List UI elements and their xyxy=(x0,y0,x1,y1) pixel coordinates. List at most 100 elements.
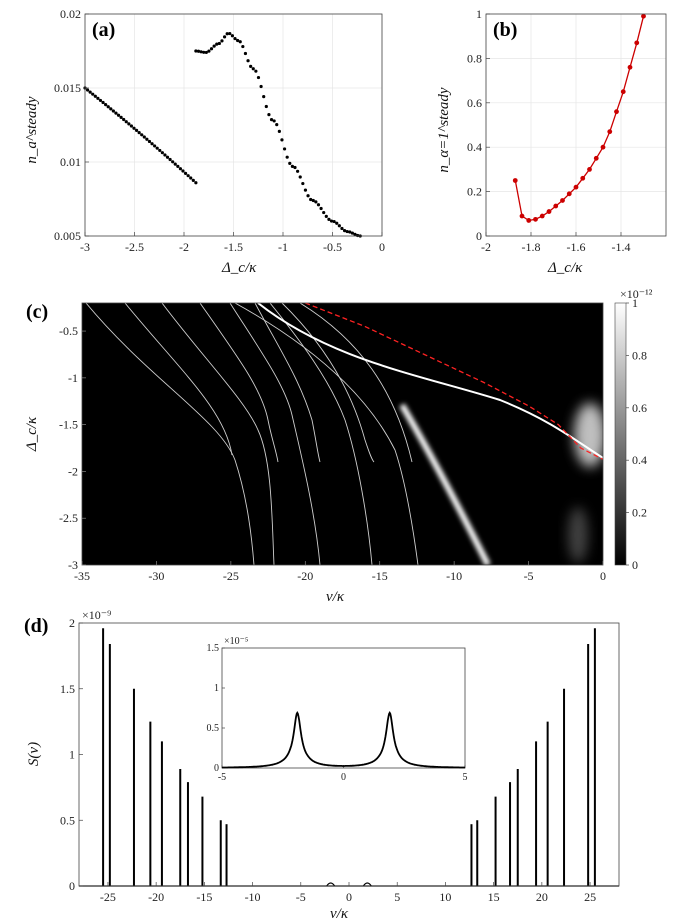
panel-c-colorbar-exponent: ×10⁻¹² xyxy=(620,287,653,301)
panel-a-data-point xyxy=(122,118,125,121)
y-tick-label: -2.5 xyxy=(59,511,78,525)
inset-y-tick-label: 1.5 xyxy=(207,643,220,654)
x-tick-label: -25 xyxy=(223,569,239,583)
x-tick-label: -0.5 xyxy=(323,240,342,254)
panel-a-data-point xyxy=(145,138,148,141)
panel-a-data-point xyxy=(319,207,322,210)
panel-d-ylabel: S(ν) xyxy=(26,742,42,766)
panel-a-label: (a) xyxy=(92,19,115,41)
x-tick-label: 5 xyxy=(394,890,400,904)
panel-b-grid xyxy=(486,14,666,236)
x-tick-label: -10 xyxy=(446,569,462,583)
x-tick-label: 25 xyxy=(584,890,596,904)
panel-d-y-exponent: ×10⁻⁹ xyxy=(82,608,111,622)
panel-a-data-point xyxy=(286,156,289,159)
panel-a-data-point xyxy=(228,32,231,35)
panel-a-data-point xyxy=(166,156,169,159)
x-tick-label: -25 xyxy=(100,890,116,904)
y-tick-label: -2 xyxy=(68,464,78,478)
panel-a-data-point xyxy=(171,160,174,163)
panel-a-data-point xyxy=(99,99,102,102)
x-tick-label: 0 xyxy=(346,890,352,904)
panel-b-data-point xyxy=(587,167,592,172)
panel-a-data-point xyxy=(257,76,260,79)
panel-a-data-point xyxy=(254,70,257,73)
panel-a-data-point xyxy=(273,119,276,122)
inset-y-tick-label: 0 xyxy=(214,763,219,774)
panel-c-heatmap-background xyxy=(82,303,603,565)
panel-c-colorbar xyxy=(615,303,626,565)
y-tick-label: 0.5 xyxy=(60,813,75,827)
panel-a-data-point xyxy=(340,227,343,230)
inset-y-tick-label: 1 xyxy=(214,683,219,694)
panel-a-data-point xyxy=(184,172,187,175)
panel-b-data-point xyxy=(574,185,579,190)
inset-x-tick-label: 5 xyxy=(463,772,468,783)
panel-a-data-point xyxy=(109,107,112,110)
panel-d-inset-frame xyxy=(222,648,465,768)
panel-a-data-point xyxy=(280,138,283,141)
x-tick-label: -20 xyxy=(297,569,313,583)
panel-a-data-point xyxy=(293,166,296,169)
panel-a-data-point xyxy=(117,114,120,117)
x-tick-label: -30 xyxy=(148,569,164,583)
y-tick-label: 0.02 xyxy=(60,7,81,21)
panel-a-data-point xyxy=(213,45,216,48)
y-tick-label: 0 xyxy=(69,879,75,893)
panel-a-data-point xyxy=(135,129,138,132)
panel-a-data-point xyxy=(265,105,268,108)
panel-d-inset: -5 0 500.511.5 ×10⁻⁵ xyxy=(207,636,468,783)
x-tick-label: -15 xyxy=(372,569,388,583)
x-tick-label: -1.6 xyxy=(567,240,586,254)
panel-a-data-point xyxy=(335,222,338,225)
panel-c-glow-lower xyxy=(568,507,588,563)
panel-b-data-point xyxy=(547,209,552,214)
panel-a-data-point xyxy=(125,120,128,123)
panel-a-data-point xyxy=(249,65,252,68)
panel-a-data-point xyxy=(299,175,302,178)
panel-a-data-point xyxy=(283,147,286,150)
panel-a-data-point xyxy=(218,42,221,45)
panel-a-data-point xyxy=(314,200,317,203)
x-tick-label: -3 xyxy=(80,240,90,254)
inset-y-tick-label: 0.5 xyxy=(207,723,220,734)
panel-b-data-point xyxy=(560,198,565,203)
y-tick-label: 0.4 xyxy=(467,140,482,154)
panel-a-data-point xyxy=(168,158,171,161)
panel-b-data-point xyxy=(628,65,633,70)
panel-a-data-point xyxy=(138,131,141,134)
panel-a-data-point xyxy=(156,147,159,150)
panel-a-data-point xyxy=(187,174,190,177)
panel-a-data-point xyxy=(96,97,99,100)
x-tick-label: -1.4 xyxy=(612,240,631,254)
panel-a-data-point xyxy=(153,144,156,147)
panel-a-data-point xyxy=(127,122,130,125)
panel-a-points xyxy=(83,32,361,238)
y-tick-label: 0.005 xyxy=(54,229,81,243)
panel-a-data-point xyxy=(262,95,265,98)
panel-a-data-point xyxy=(267,113,270,116)
panel-b-data-point xyxy=(540,214,545,219)
panel-c: -35 -30 -25 -20 -15 -10 -5 0-0.5-1-1.5-2-2.5-3 … xyxy=(24,287,653,605)
colorbar-tick-label: 0 xyxy=(632,558,638,572)
panel-a-data-point xyxy=(132,127,135,130)
panel-a: -3 -2.5 -2 -1.5 -1 -0.5 00.0050.010.0150.02 (a… xyxy=(24,7,385,276)
panel-a-data-point xyxy=(259,85,262,88)
panel-a-data-point xyxy=(143,135,146,138)
panel-b-data-point xyxy=(533,217,538,222)
panel-a-data-point xyxy=(252,67,255,70)
x-tick-label: -5 xyxy=(296,890,306,904)
y-tick-label: -1 xyxy=(68,371,78,385)
panel-a-data-point xyxy=(163,153,166,156)
panel-a-data-point xyxy=(107,105,110,108)
x-tick-label: 10 xyxy=(439,890,451,904)
panel-a-data-point xyxy=(179,167,182,170)
x-tick-label: 15 xyxy=(488,890,500,904)
x-tick-label: -1.8 xyxy=(522,240,541,254)
panel-a-data-point xyxy=(161,151,164,154)
y-tick-label: 1.5 xyxy=(60,682,75,696)
x-tick-label: -10 xyxy=(245,890,261,904)
panel-a-data-point xyxy=(239,40,242,43)
panel-b-data-point xyxy=(601,145,606,150)
